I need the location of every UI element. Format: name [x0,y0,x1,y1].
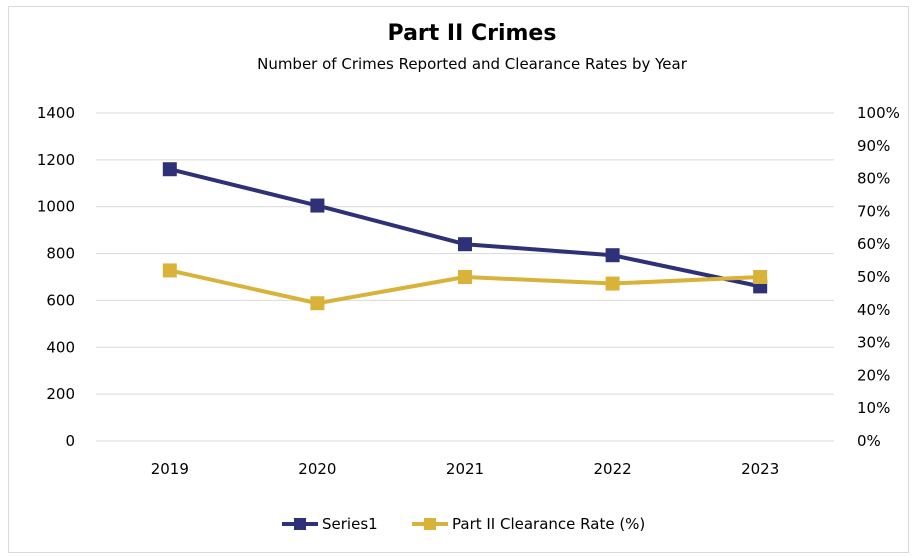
legend-item: Series1 [282,515,378,533]
y-right-tick-label: 80% [857,170,890,188]
plot-area [162,162,768,311]
y-right-tick-label: 10% [857,399,890,417]
legend-swatch-marker [294,518,306,530]
y-right-axis: 0% 10% 20% 30% 40% 50% 60% 70% 80% 90% 100% [857,104,900,450]
series-line [169,167,761,289]
data-point [753,270,768,284]
y-right-tick-label: 20% [857,366,890,384]
x-tick-label: 2023 [741,460,779,478]
data-point [162,263,177,278]
y-left-axis: 0 200 400 600 800 1000 1200 1400 [37,104,75,450]
x-tick-label: 2021 [446,460,484,478]
x-axis: 2019 2020 2021 2022 2023 [151,460,780,478]
chart-subtitle: Number of Crimes Reported and Clearance … [257,55,688,73]
chart-title: Part II Crimes [388,21,557,46]
data-point [458,270,472,284]
series-1 [162,162,768,294]
data-point [162,162,177,177]
data-point [458,237,472,252]
legend-swatch-marker [424,518,436,530]
y-left-tick-label: 400 [46,338,75,356]
y-left-tick-label: 1400 [37,104,75,122]
x-tick-label: 2020 [298,460,336,478]
data-point [605,276,620,291]
y-right-tick-label: 100% [857,104,900,122]
y-right-tick-label: 70% [857,202,890,220]
y-right-tick-label: 0% [857,432,881,450]
legend-label: Part II Clearance Rate (%) [452,515,645,533]
legend-label: Series1 [322,515,378,533]
y-right-tick-label: 50% [857,268,890,286]
x-tick-label: 2022 [594,460,632,478]
legend: Series1 Part II Clearance Rate (%) [282,515,645,533]
gridlines [96,112,834,442]
y-right-tick-label: 40% [857,301,890,319]
x-tick-label: 2019 [151,460,189,478]
y-right-tick-label: 60% [857,235,890,253]
y-left-tick-label: 600 [46,291,75,309]
y-right-tick-label: 90% [857,137,890,155]
data-point [310,198,325,213]
y-left-tick-label: 800 [46,245,75,263]
legend-item: Part II Clearance Rate (%) [412,515,645,533]
y-left-tick-label: 0 [65,432,75,450]
y-left-tick-label: 1000 [37,198,75,216]
y-left-tick-label: 1200 [37,151,75,169]
data-point [605,248,620,263]
y-left-tick-label: 200 [46,385,75,403]
data-point [310,296,325,311]
series-2 [162,263,768,311]
y-right-tick-label: 30% [857,334,890,352]
